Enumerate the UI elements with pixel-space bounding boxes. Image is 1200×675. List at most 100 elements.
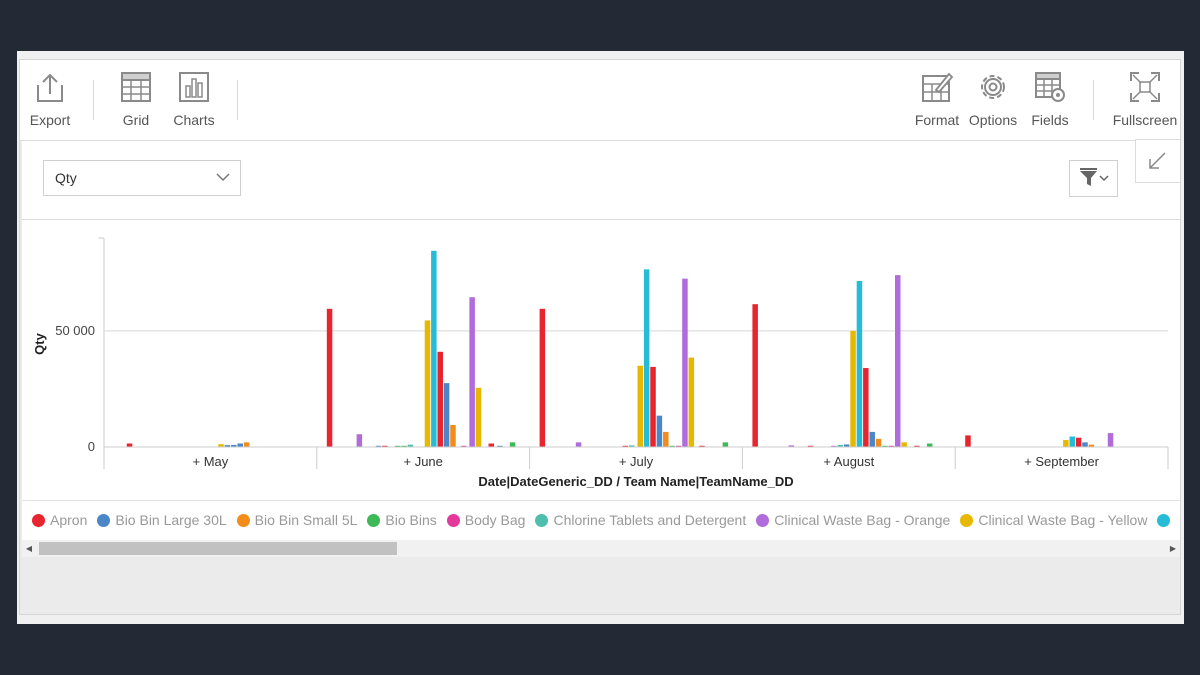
bar [688,357,695,447]
export-button[interactable]: Export [28,70,72,132]
bar [497,445,503,447]
bar [926,443,933,447]
bar [539,308,546,447]
scroll-right-arrow[interactable]: ▶ [1169,544,1177,553]
options-label: Options [968,112,1018,128]
bar [237,443,243,447]
bar [663,431,669,447]
legend-item[interactable] [1157,512,1175,528]
bar [1069,436,1075,447]
bar [888,445,895,447]
legend-item[interactable]: Bio Bin Small 5L [236,512,358,528]
bar [643,269,650,447]
chevron-down-icon [216,173,230,182]
legend-item[interactable]: Apron [32,512,87,528]
legend-item[interactable]: Bio Bin Large 30L [97,512,227,528]
bar [901,442,907,447]
bar [126,443,133,447]
format-label: Format [914,112,960,128]
legend-swatch [236,514,250,527]
charts-button[interactable]: Charts [170,70,218,132]
bar [669,445,675,447]
bar [843,444,850,447]
filter-button[interactable] [1069,160,1118,197]
scroll-left-arrow[interactable]: ◀ [25,544,33,553]
x-tick-label: + June [403,454,442,469]
export-label: Export [29,112,71,128]
bar [831,445,837,447]
format-button[interactable]: Format [913,70,961,132]
scroll-thumb[interactable] [39,542,397,555]
bar [575,442,582,447]
bar [1088,444,1095,447]
legend-item[interactable]: Chlorine Tablets and Detergent [535,512,746,528]
legend-swatch [446,514,460,527]
legend-label: Bio Bin Large 30L [115,512,227,528]
legend-item[interactable]: Clinical Waste Bag - Orange [756,512,950,528]
collapse-icon [1149,152,1166,169]
bar [637,365,644,447]
bar [875,438,882,447]
fullscreen-button[interactable]: Fullscreen [1112,70,1178,132]
export-icon [37,73,63,102]
bar [965,435,971,447]
bar [1063,440,1069,447]
x-tick-label: + July [619,454,654,469]
grid-label: Grid [122,112,150,128]
bar [231,444,237,447]
bar [382,445,388,447]
horizontal-scrollbar[interactable]: ◀ ▶ [22,540,1180,557]
legend-swatch [1157,514,1171,527]
fullscreen-label: Fullscreen [1112,112,1178,128]
bar [788,445,795,447]
x-tick-label: + May [193,454,229,469]
legend-label: Body Bag [464,512,526,528]
bar [488,443,495,447]
legend-item[interactable]: Body Bag [446,512,526,528]
bar [450,424,456,447]
fields-icon [1035,72,1065,102]
y-tick-label: 50 000 [55,323,95,338]
chart-controls: Qty [22,141,1180,220]
bar [431,250,437,447]
options-icon [981,75,1005,99]
bar [894,275,901,447]
y-axis-label: Qty [32,332,47,354]
bar [443,383,450,447]
bar [837,444,844,447]
toolbar-divider [93,80,94,120]
bar [218,444,224,447]
legend-swatch [32,514,45,527]
y-tick-label: 0 [88,439,95,454]
bar [469,297,475,447]
grid-button[interactable]: Grid [116,70,156,132]
bar [914,445,920,447]
options-button[interactable]: Options [967,70,1019,132]
bar [869,431,875,447]
collapse-button[interactable] [1135,139,1180,183]
bar [682,278,688,447]
bar [437,351,443,447]
toolbar-divider [237,80,238,120]
bar [401,445,407,447]
bar [460,445,467,447]
legend-item[interactable]: Clinical Waste Bag - Yellow [960,512,1147,528]
bar [326,308,333,447]
bar [356,434,363,447]
bar [375,445,382,447]
measure-select[interactable]: Qty [43,160,241,196]
fields-button[interactable]: Fields [1029,70,1071,132]
bar [407,444,414,447]
bar [856,280,863,447]
legend-label: Clinical Waste Bag - Yellow [978,512,1148,528]
bar [1075,437,1082,447]
legend-label: Bio Bins [385,512,437,528]
bar [699,445,705,447]
bar [1107,433,1114,447]
bar [656,415,663,447]
legend-label: Bio Bin Small 5L [254,512,358,528]
legend-label: Apron [50,512,88,528]
legend-item[interactable]: Bio Bins [367,512,437,528]
bar [882,445,888,447]
fullscreen-icon [1130,72,1160,102]
